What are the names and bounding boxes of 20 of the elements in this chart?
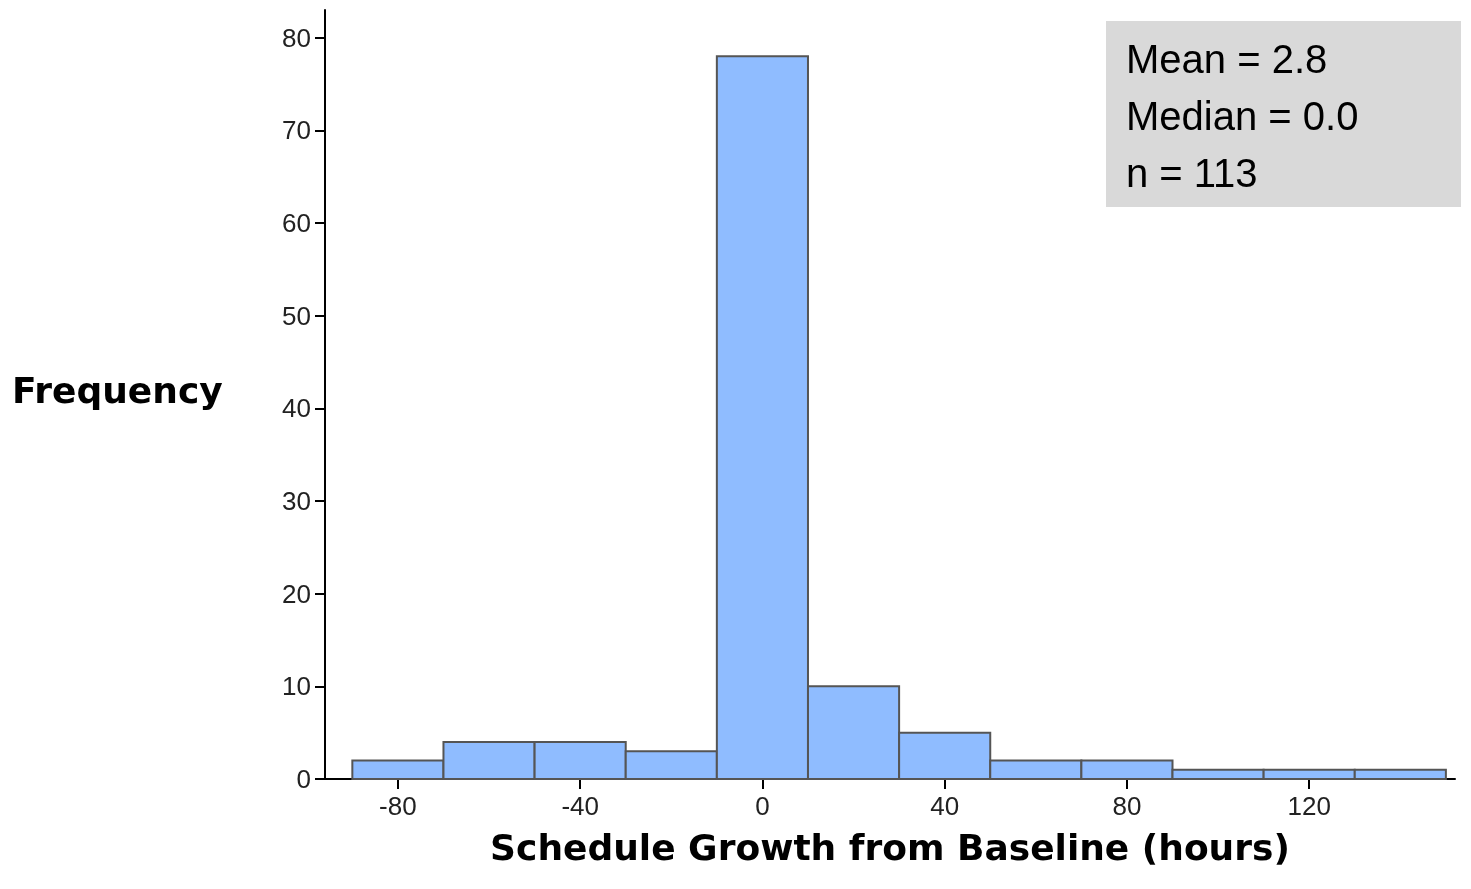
x-axis-title: Schedule Growth from Baseline (hours) bbox=[490, 826, 1290, 868]
x-tick-label: -40 bbox=[561, 791, 599, 821]
y-tick-label: 20 bbox=[282, 578, 311, 609]
y-axis-title: Frequency bbox=[12, 369, 223, 411]
y-tick-label: 60 bbox=[282, 208, 311, 239]
annotation: n = 113 bbox=[1126, 151, 1258, 195]
y-tick-label: 0 bbox=[296, 764, 311, 794]
x-tick-label: 40 bbox=[930, 791, 960, 821]
x-tick-label: -80 bbox=[379, 791, 417, 821]
annotation: Median = 0.0 bbox=[1126, 94, 1359, 138]
y-tick-label: 30 bbox=[282, 486, 311, 517]
x-tick-label: 120 bbox=[1287, 791, 1331, 821]
x-tick-label: 0 bbox=[755, 791, 770, 821]
y-tick-label: 70 bbox=[282, 115, 311, 146]
y-tick-label: 80 bbox=[282, 22, 311, 53]
y-tick-label: 50 bbox=[282, 300, 311, 331]
y-tick-label: 10 bbox=[282, 671, 311, 702]
y-tick-label: 40 bbox=[282, 393, 311, 424]
x-tick-label: 80 bbox=[1112, 791, 1142, 821]
annotation: Mean = 2.8 bbox=[1126, 37, 1328, 81]
